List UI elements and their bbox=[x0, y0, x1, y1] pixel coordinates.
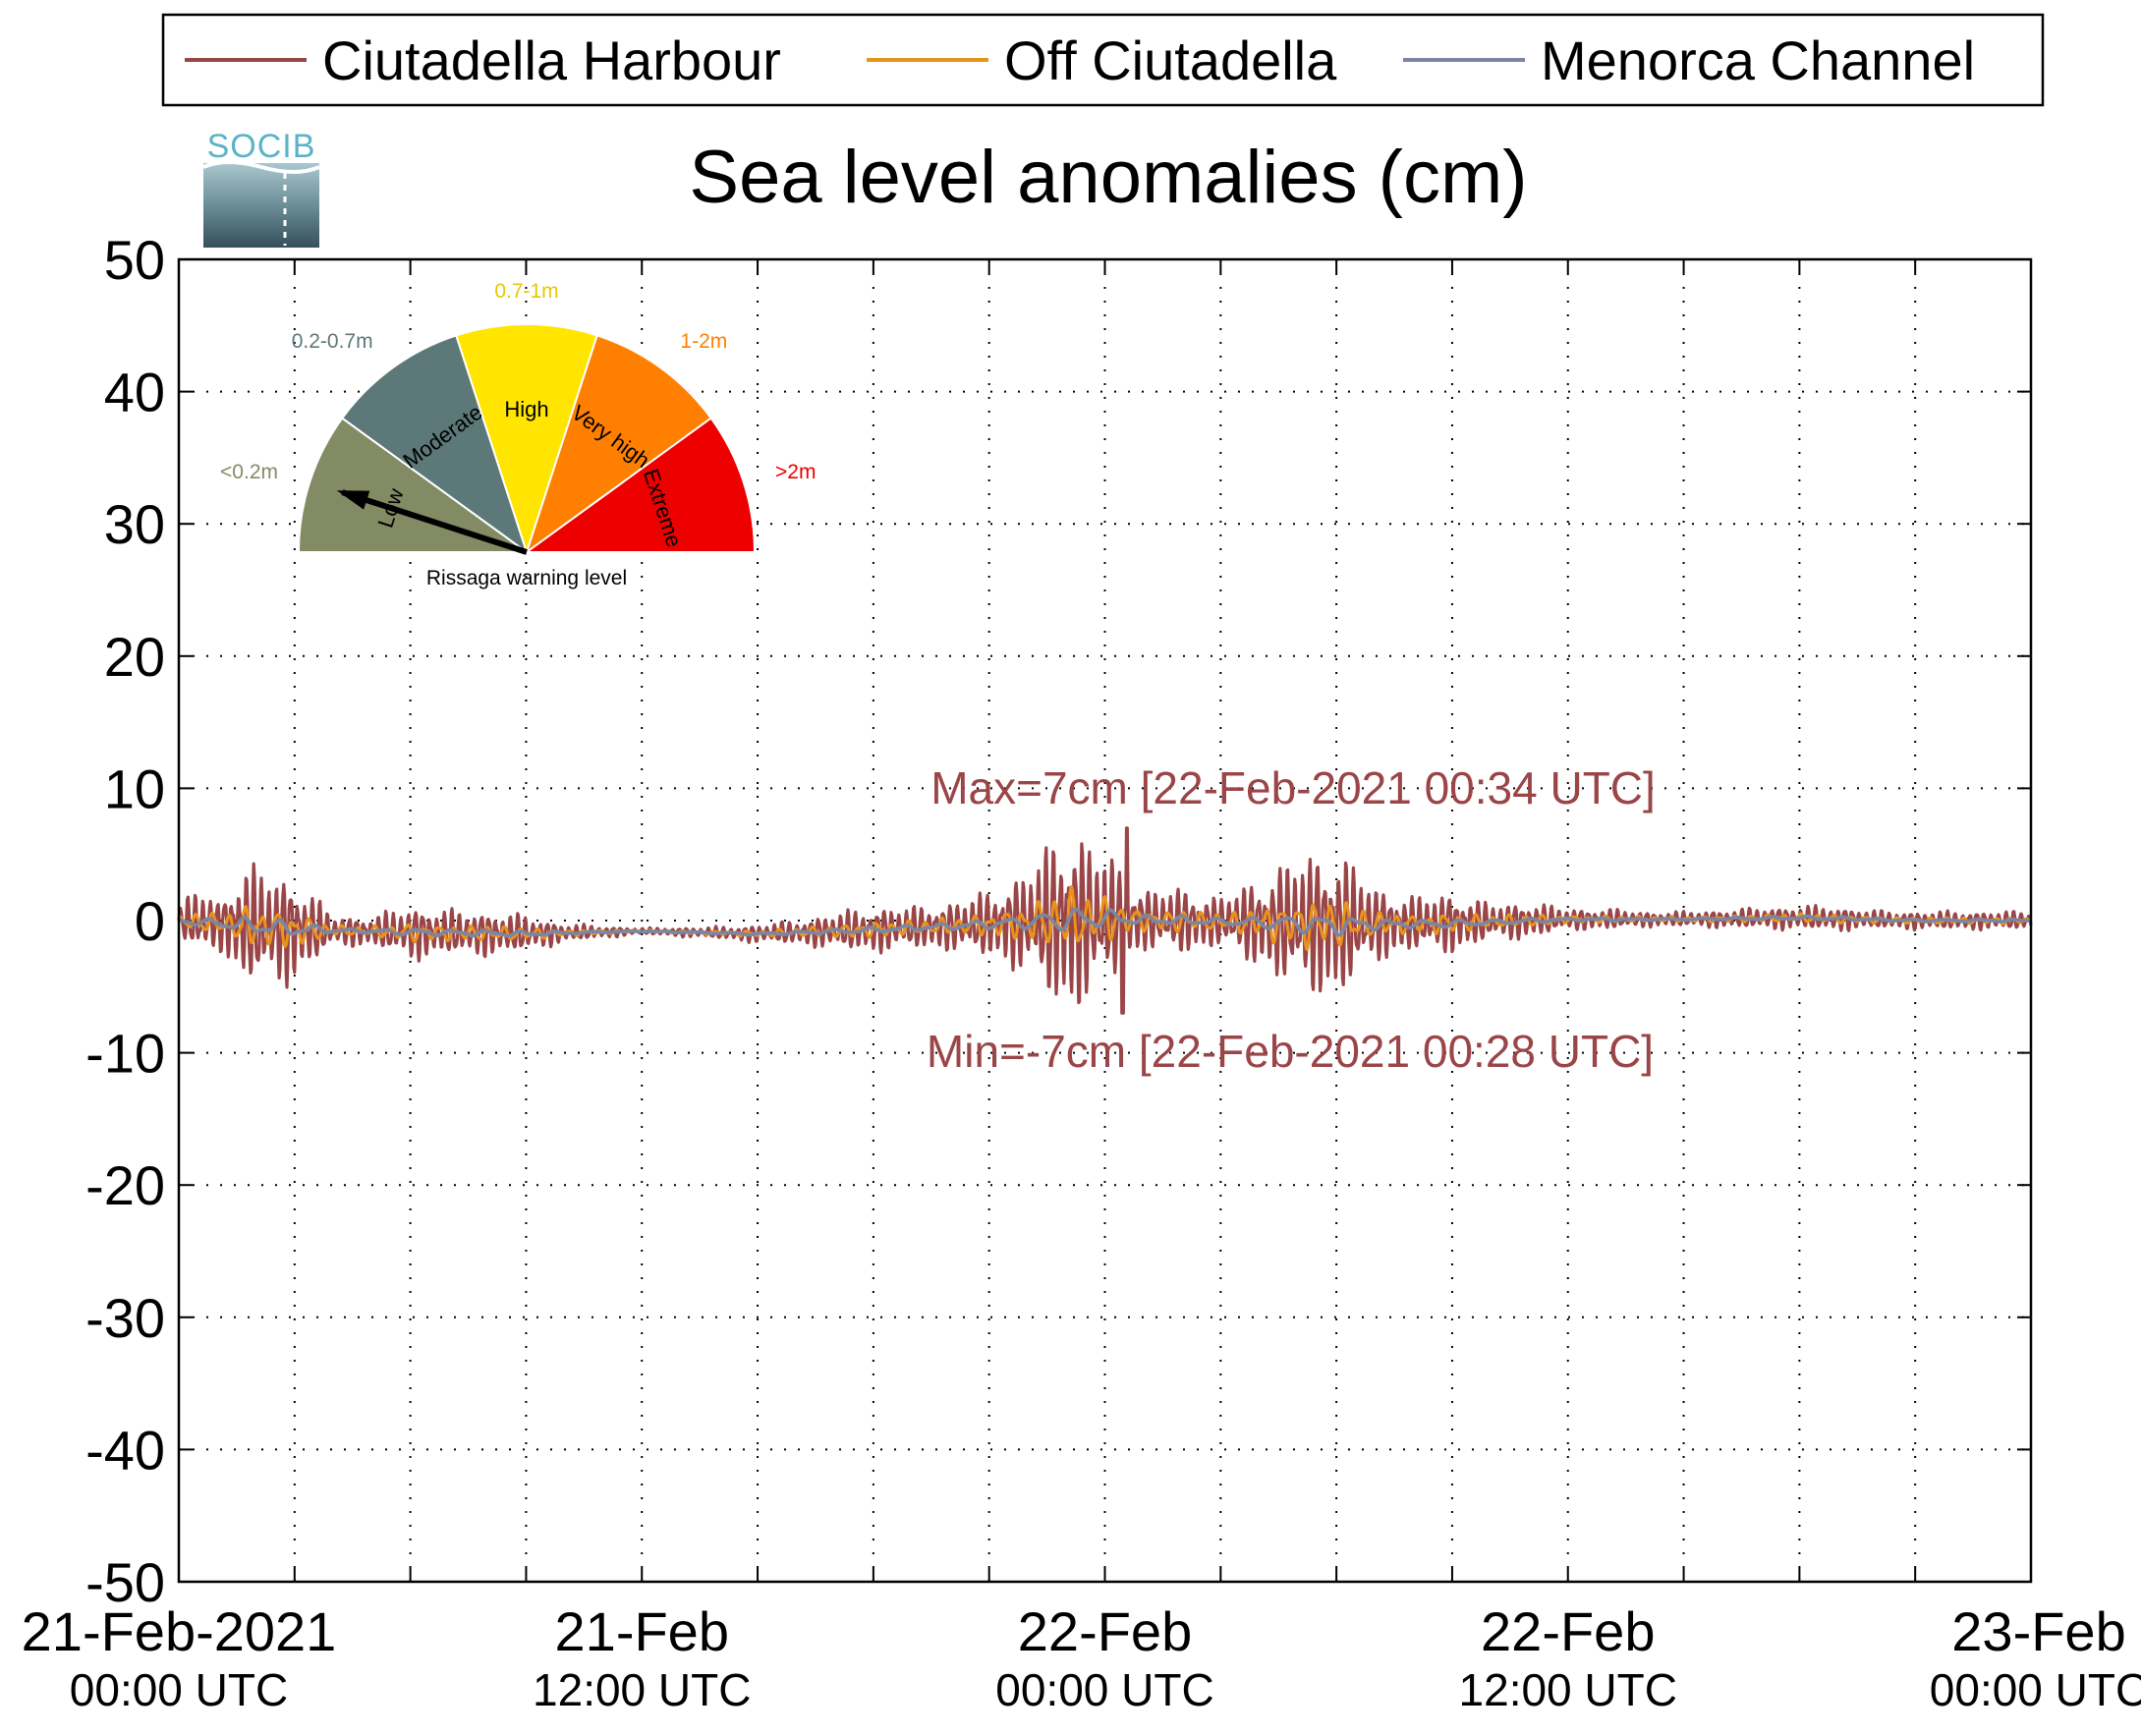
x-tick-label-date: 21-Feb bbox=[555, 1600, 729, 1662]
gauge-range-label: <0.2m bbox=[220, 461, 278, 483]
logo-wave bbox=[202, 160, 320, 174]
legend: Ciutadella Harbour Off Ciutadella Menorc… bbox=[161, 13, 2045, 107]
gauge-range-label: 1-2m bbox=[680, 330, 727, 353]
max-annotation: Max=7cm [22-Feb-2021 00:34 UTC] bbox=[930, 762, 1656, 813]
socib-logo: SOCIB bbox=[202, 128, 320, 248]
gauge-range-labels: <0.2m 0.2-0.7m 0.7-1m 1-2m >2m bbox=[220, 280, 816, 483]
series-layer bbox=[177, 826, 2033, 1015]
legend-label-ciutadella-harbour: Ciutadella Harbour bbox=[322, 29, 781, 91]
gauge-segment bbox=[525, 334, 713, 555]
gauge-segments bbox=[297, 323, 757, 556]
y-tick-label: 0 bbox=[135, 890, 165, 952]
gauge-segment bbox=[455, 323, 598, 556]
logo-water bbox=[203, 163, 319, 248]
y-tick-label: -40 bbox=[85, 1419, 165, 1481]
x-tick-label-time: 00:00 UTC bbox=[995, 1664, 1213, 1715]
x-tick-label-date: 23-Feb bbox=[1951, 1600, 2125, 1662]
y-axis-labels: 50 40 30 20 10 0 -10 -20 -30 -40 -50 bbox=[85, 229, 165, 1613]
gauge-range-label: 0.7-1m bbox=[494, 280, 558, 303]
logo-text: SOCIB bbox=[207, 128, 316, 165]
gauge-needle bbox=[336, 489, 528, 555]
gauge-segment-label: High bbox=[504, 397, 548, 421]
y-tick-label: 20 bbox=[104, 626, 165, 688]
x-tick-label-time: 00:00 UTC bbox=[70, 1664, 288, 1715]
x-tick-label-date: 22-Feb bbox=[1018, 1600, 1192, 1662]
gauge-segment bbox=[297, 417, 531, 553]
y-tick-label: 40 bbox=[104, 362, 165, 423]
legend-label-off-ciutadella: Off Ciutadella bbox=[1004, 29, 1337, 91]
y-tick-label: 50 bbox=[104, 229, 165, 291]
y-tick-label: -10 bbox=[85, 1023, 165, 1085]
y-tick-label: -20 bbox=[85, 1154, 165, 1216]
x-tick-label-time: 12:00 UTC bbox=[533, 1664, 751, 1715]
series-line-menorca-channel bbox=[178, 907, 2032, 938]
gauge-needle-shaft bbox=[341, 489, 528, 555]
gauge-needle-head bbox=[336, 490, 370, 510]
gauge-range-label: >2m bbox=[775, 461, 816, 483]
plot-frame bbox=[177, 257, 2033, 1584]
gauge-segment bbox=[340, 334, 529, 555]
y-tick-label: -30 bbox=[85, 1287, 165, 1349]
axis-ticks bbox=[179, 258, 2031, 1583]
y-tick-label: 10 bbox=[104, 757, 165, 819]
gauge-segment bbox=[523, 417, 757, 553]
y-tick-label: -50 bbox=[85, 1551, 165, 1613]
min-annotation: Min=-7cm [22-Feb-2021 00:28 UTC] bbox=[927, 1026, 1654, 1077]
x-tick-label-date: 21-Feb-2021 bbox=[22, 1600, 337, 1662]
chart-title: Sea level anomalies (cm) bbox=[689, 136, 1527, 219]
y-tick-label: 30 bbox=[104, 493, 165, 555]
legend-label-menorca-channel: Menorca Channel bbox=[1541, 29, 1975, 91]
gauge-caption: Rissaga warning level bbox=[426, 567, 627, 589]
gauge-range-label: 0.2-0.7m bbox=[292, 330, 373, 353]
x-tick-label-time: 00:00 UTC bbox=[1930, 1664, 2141, 1715]
legend-frame bbox=[161, 13, 2045, 107]
x-tick-label-time: 12:00 UTC bbox=[1459, 1664, 1677, 1715]
x-tick-label-date: 22-Feb bbox=[1481, 1600, 1655, 1662]
